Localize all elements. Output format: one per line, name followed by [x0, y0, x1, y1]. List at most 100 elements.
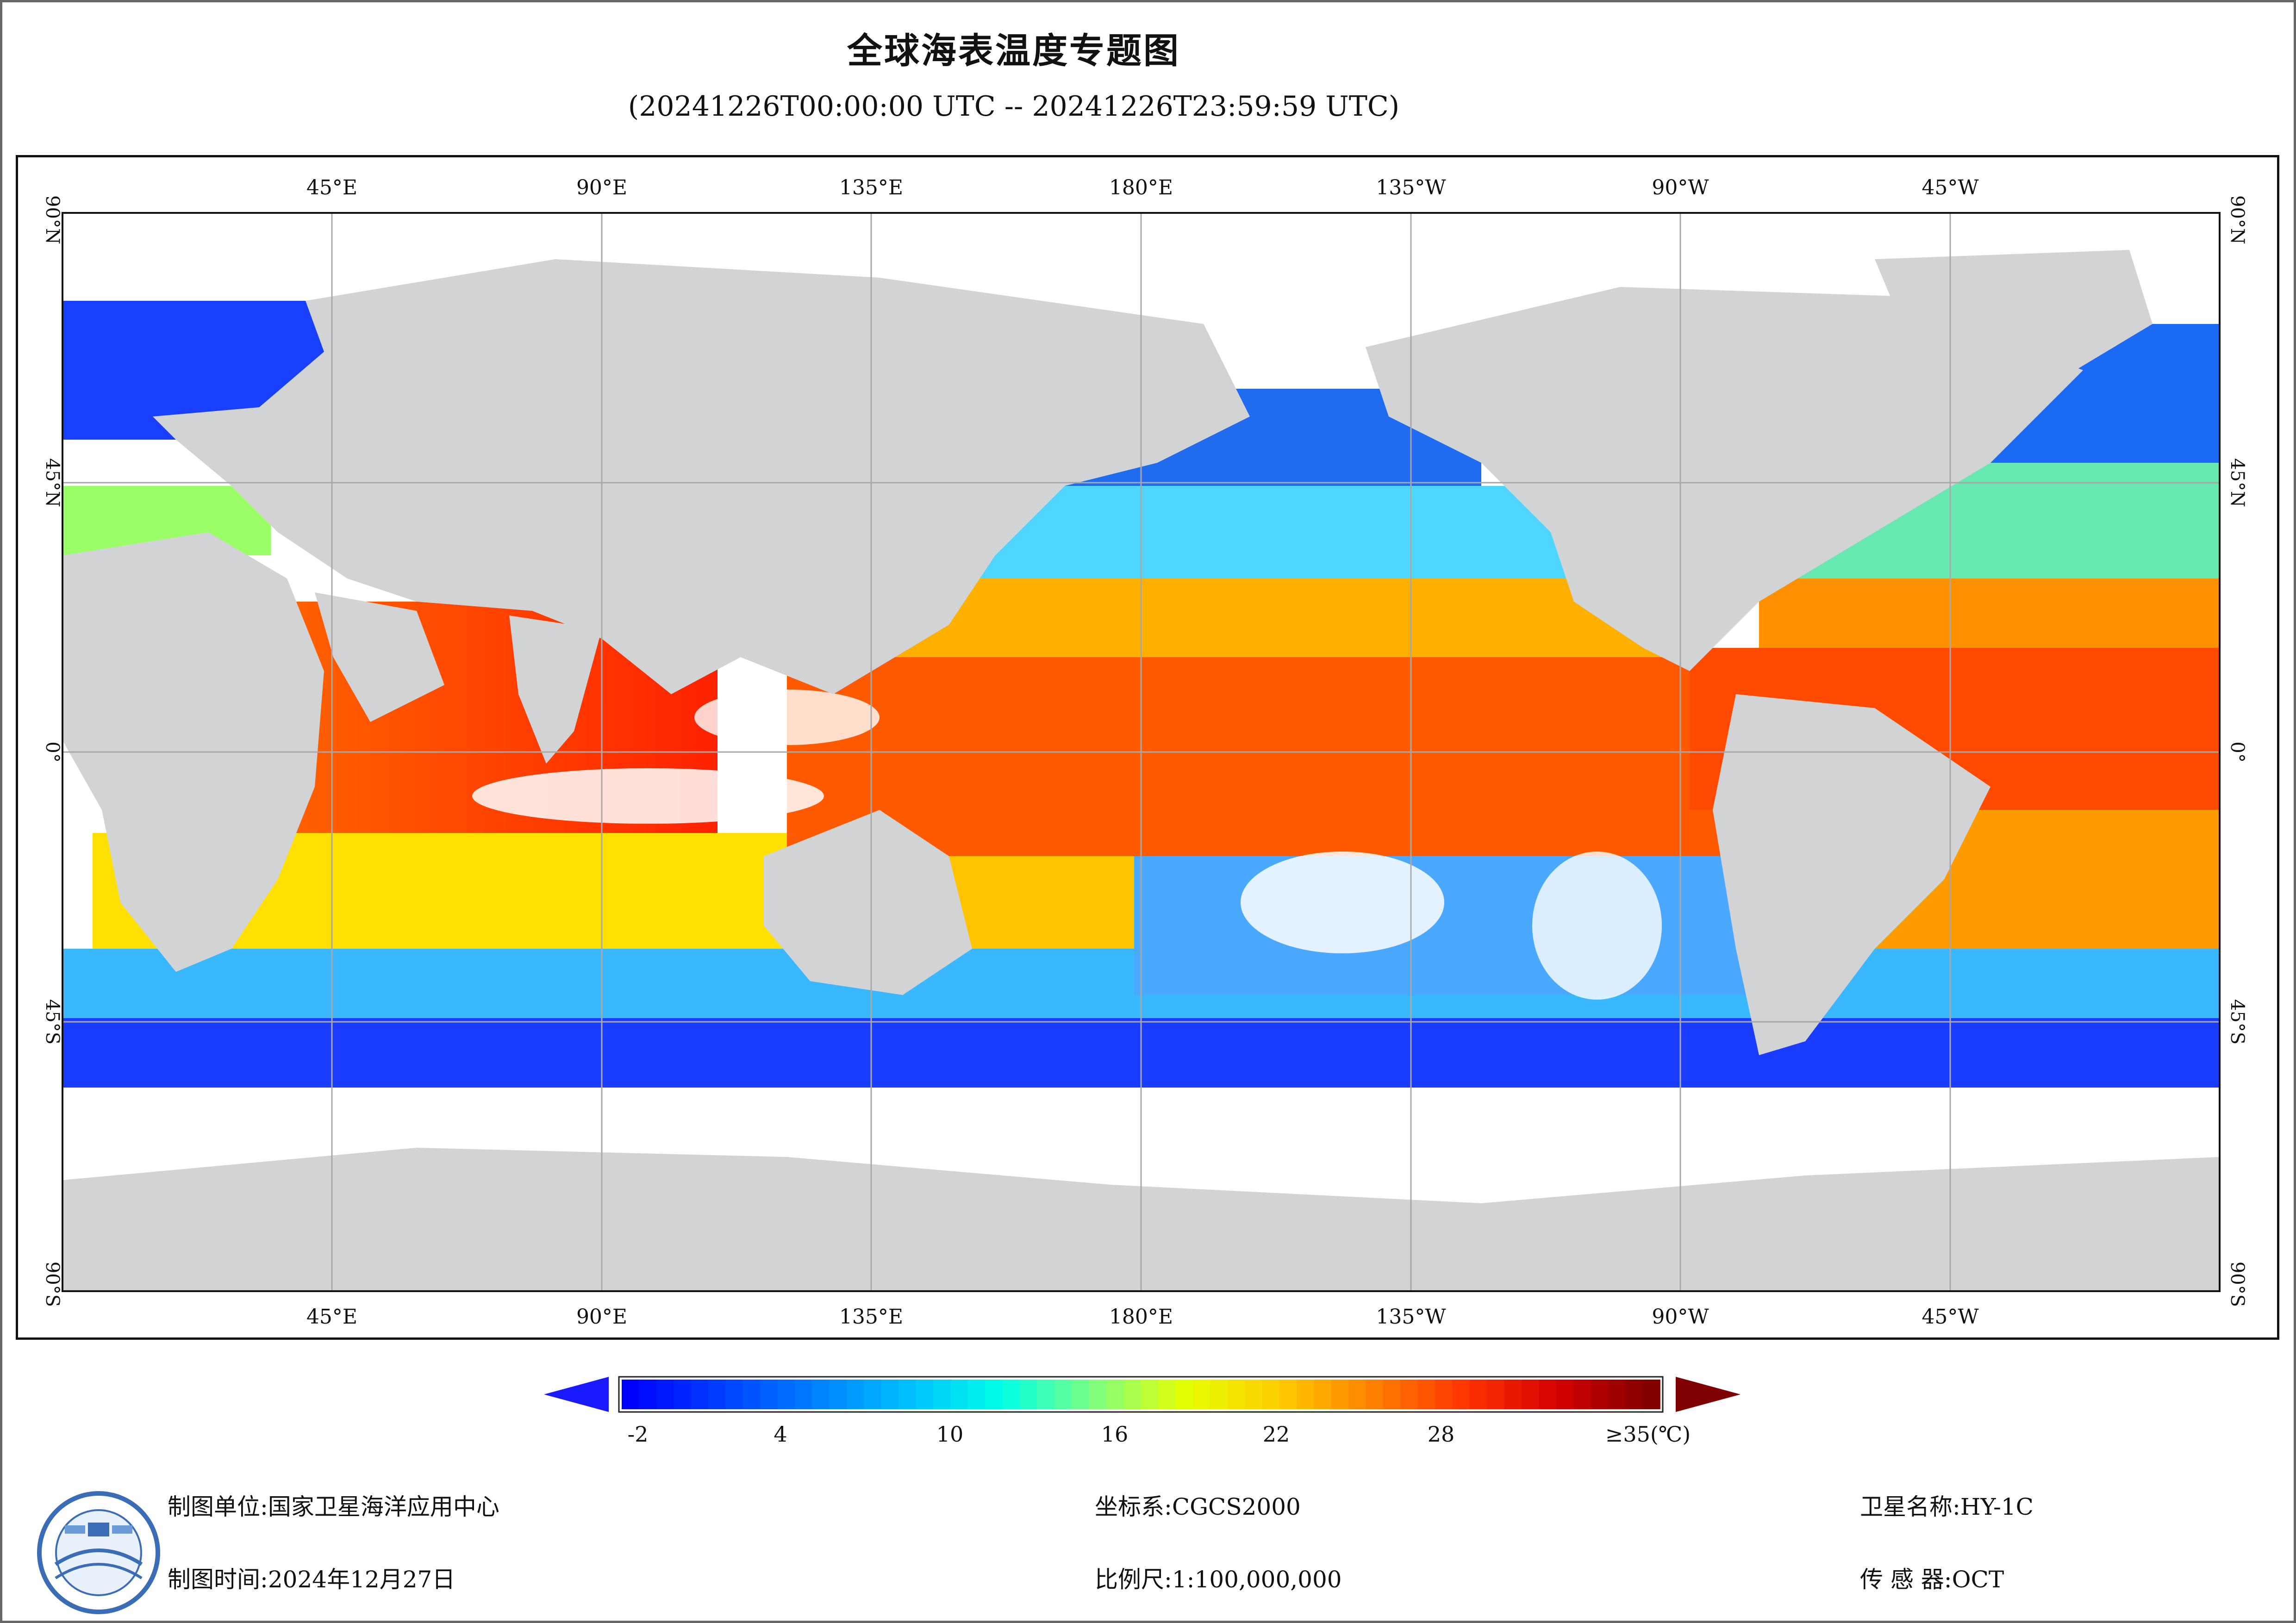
colorbar-segment [1089, 1380, 1107, 1409]
logo-satellite-panel [65, 1525, 85, 1534]
colorbar-segment [1469, 1380, 1487, 1409]
colorbar-segment [725, 1380, 743, 1409]
map-neatline [62, 212, 2221, 1292]
colorbar-segment [933, 1380, 951, 1409]
colorbar-segment [1383, 1380, 1401, 1409]
land-south-america [1713, 694, 1990, 1055]
sst-band-southeast-pacific [1134, 856, 1828, 995]
colorbar-low-arrow [544, 1377, 609, 1412]
colorbar-segment [777, 1380, 795, 1409]
satellite-name-value: HY-1C [1960, 1493, 2034, 1520]
colorbar-segment [967, 1380, 986, 1409]
colorbar-segment [1175, 1380, 1193, 1409]
colorbar-high-arrow [1676, 1377, 1741, 1412]
colorbar-segment [1019, 1380, 1037, 1409]
map-scale-label: 比例尺: [1095, 1566, 1172, 1593]
right-lat-label: 0° [2227, 741, 2248, 762]
colorbar-segment [1123, 1380, 1142, 1409]
top-lon-label: 135°W [1376, 176, 1446, 199]
sst-band-pacific-tropical [787, 657, 1759, 865]
colorbar-segment [1504, 1380, 1522, 1409]
land-arabia [315, 592, 444, 722]
land-eurasia [153, 259, 1250, 694]
mapping-time: 制图时间:2024年12月27日 [168, 1561, 455, 1594]
colorbar-segment [829, 1380, 847, 1409]
land-india [509, 616, 602, 764]
colorbar-segment [1002, 1380, 1020, 1409]
colorbar-segments [622, 1380, 1660, 1409]
colorbar-segment [1210, 1380, 1228, 1409]
logo-wave [54, 1548, 143, 1566]
top-lon-label: 135°E [839, 176, 903, 199]
cloud-patch [1532, 852, 1662, 1000]
mapping-unit: 制图单位:国家卫星海洋应用中心 [168, 1488, 499, 1522]
right-lat-label: 45°S [2227, 999, 2248, 1045]
colorbar-segment [1106, 1380, 1124, 1409]
bottom-lon-label: 90°E [576, 1305, 627, 1329]
colorbar-segment [760, 1380, 778, 1409]
colorbar-segment [1262, 1380, 1280, 1409]
top-lon-label: 90°W [1652, 176, 1709, 199]
logo-wave [55, 1563, 143, 1579]
right-lat-label: 90°S [2227, 1262, 2248, 1307]
colorbar-segment [742, 1380, 761, 1409]
left-latitude-labels: 90°N 45°N 0° 45°S 90°S [42, 195, 63, 1307]
bottom-longitude-labels: 45°E 90°E 135°E 180°E 135°W 90°W 45°W [306, 1305, 1979, 1329]
colorbar-segment [1037, 1380, 1055, 1409]
colorbar-segment [1366, 1380, 1384, 1409]
colorbar-segment [639, 1380, 657, 1409]
land-north-america [1366, 287, 2083, 671]
land-australia [764, 810, 972, 995]
satellite-name: 卫星名称:HY-1C [1860, 1488, 2034, 1522]
colorbar-segment [622, 1380, 640, 1409]
colorbar-segment [1521, 1380, 1540, 1409]
bottom-lon-label: 180°E [1109, 1305, 1173, 1329]
coordinate-system: 坐标系:CGCS2000 [1095, 1488, 1301, 1522]
right-lat-label: 90°N [2227, 195, 2248, 244]
cloud-patch [472, 768, 824, 824]
bottom-lon-label: 45°W [1922, 1305, 1979, 1329]
colorbar-segment [1539, 1380, 1557, 1409]
cloud-patch [694, 690, 880, 745]
map-scale-value: 1:100,000,000 [1172, 1566, 1342, 1593]
colorbar-segment [812, 1380, 830, 1409]
left-lat-label: 45°S [42, 999, 63, 1045]
mapping-unit-label: 制图单位: [168, 1493, 268, 1520]
mapping-unit-value: 国家卫星海洋应用中心 [268, 1493, 499, 1520]
colorbar-segment [794, 1380, 813, 1409]
top-lon-label: 45°W [1922, 176, 1979, 199]
top-lon-label: 90°E [576, 176, 627, 199]
colorbar-segment [1642, 1380, 1660, 1409]
mapping-time-label: 制图时间: [168, 1566, 268, 1593]
top-lon-label: 45°E [306, 176, 357, 199]
left-lat-label: 45°N [42, 458, 63, 507]
logo-satellite-body [88, 1523, 109, 1536]
logo-satellite-panel [112, 1525, 132, 1534]
colorbar-segment [916, 1380, 934, 1409]
colorbar-segment [1348, 1380, 1366, 1409]
colorbar-segment [1435, 1380, 1453, 1409]
left-lat-label: 90°S [42, 1262, 63, 1307]
bottom-lon-label: 45°E [306, 1305, 357, 1329]
colorbar-segment [985, 1380, 1003, 1409]
colorbar-segment [1071, 1380, 1090, 1409]
mapping-time-value: 2024年12月27日 [268, 1566, 455, 1593]
colorbar-segment [1591, 1380, 1609, 1409]
colorbar-segment [656, 1380, 674, 1409]
nsoas-logo [37, 1491, 160, 1614]
colorbar-segment [881, 1380, 899, 1409]
satellite-name-label: 卫星名称: [1860, 1493, 1960, 1520]
right-lat-label: 45°N [2227, 458, 2248, 507]
map-frame [16, 155, 2279, 1340]
colorbar-segment [1158, 1380, 1176, 1409]
bottom-lon-label: 90°W [1652, 1305, 1709, 1329]
colorbar-segment [864, 1380, 882, 1409]
top-lon-label: 180°E [1109, 176, 1173, 199]
colorbar-segment [674, 1380, 692, 1409]
colorbar-segment [1296, 1380, 1315, 1409]
colorbar-segment [1487, 1380, 1505, 1409]
colorbar-segment [708, 1380, 726, 1409]
colorbar-segment [1608, 1380, 1626, 1409]
